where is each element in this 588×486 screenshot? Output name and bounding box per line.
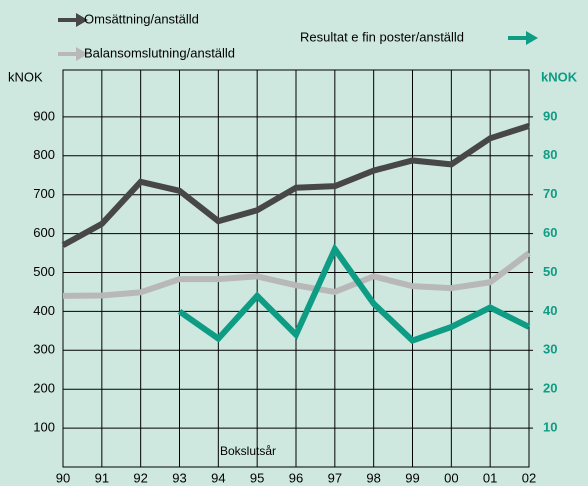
y-tick-label: 500 <box>33 264 55 279</box>
x-tick-label: 94 <box>211 470 225 485</box>
x-tick-label: 02 <box>522 470 536 485</box>
y-tick-label: 200 <box>33 381 55 396</box>
y-tick-label: 600 <box>33 225 55 240</box>
y2-tick-label: 90 <box>543 108 557 123</box>
legend-label: Resultat e fin poster/anställd <box>300 29 464 44</box>
y-tick-label: 900 <box>33 108 55 123</box>
y2-tick-label: 50 <box>543 264 557 279</box>
x-tick-label: 90 <box>56 470 70 485</box>
series-line <box>62 250 531 299</box>
y2-tick-label: 60 <box>543 225 557 240</box>
y2-tick-label: 10 <box>543 420 557 435</box>
x-tick-label: 97 <box>328 470 342 485</box>
x-tick-label: 93 <box>172 470 186 485</box>
x-tick-label: 92 <box>133 470 147 485</box>
legend-label: Omsättning/anställd <box>84 11 199 26</box>
y2-tick-label: 70 <box>543 186 557 201</box>
y-axis-label: kNOK <box>8 69 43 84</box>
y2-tick-label: 20 <box>543 381 557 396</box>
x-tick-label: 91 <box>95 470 109 485</box>
y2-axis-label: kNOK <box>541 69 578 84</box>
x-tick-label: 95 <box>250 470 264 485</box>
legend-arrow <box>58 13 88 27</box>
x-tick-label: 00 <box>444 470 458 485</box>
annotation: Bokslutsår <box>220 444 276 458</box>
x-tick-label: 98 <box>366 470 380 485</box>
x-tick-label: 96 <box>289 470 303 485</box>
y2-tick-label: 30 <box>543 342 557 357</box>
legend-arrow <box>508 31 538 45</box>
series-line <box>61 122 530 248</box>
y2-tick-label: 80 <box>543 147 557 162</box>
x-tick-label: 01 <box>483 470 497 485</box>
y-tick-label: 700 <box>33 186 55 201</box>
y2-tick-label: 40 <box>543 303 557 318</box>
legend-arrow <box>58 47 88 61</box>
y-tick-label: 300 <box>33 342 55 357</box>
series-line <box>177 243 531 345</box>
y-tick-label: 100 <box>33 420 55 435</box>
y-tick-label: 800 <box>33 147 55 162</box>
x-tick-label: 99 <box>405 470 419 485</box>
legend-label: Balansomslutning/anställd <box>84 45 235 60</box>
y-tick-label: 400 <box>33 303 55 318</box>
